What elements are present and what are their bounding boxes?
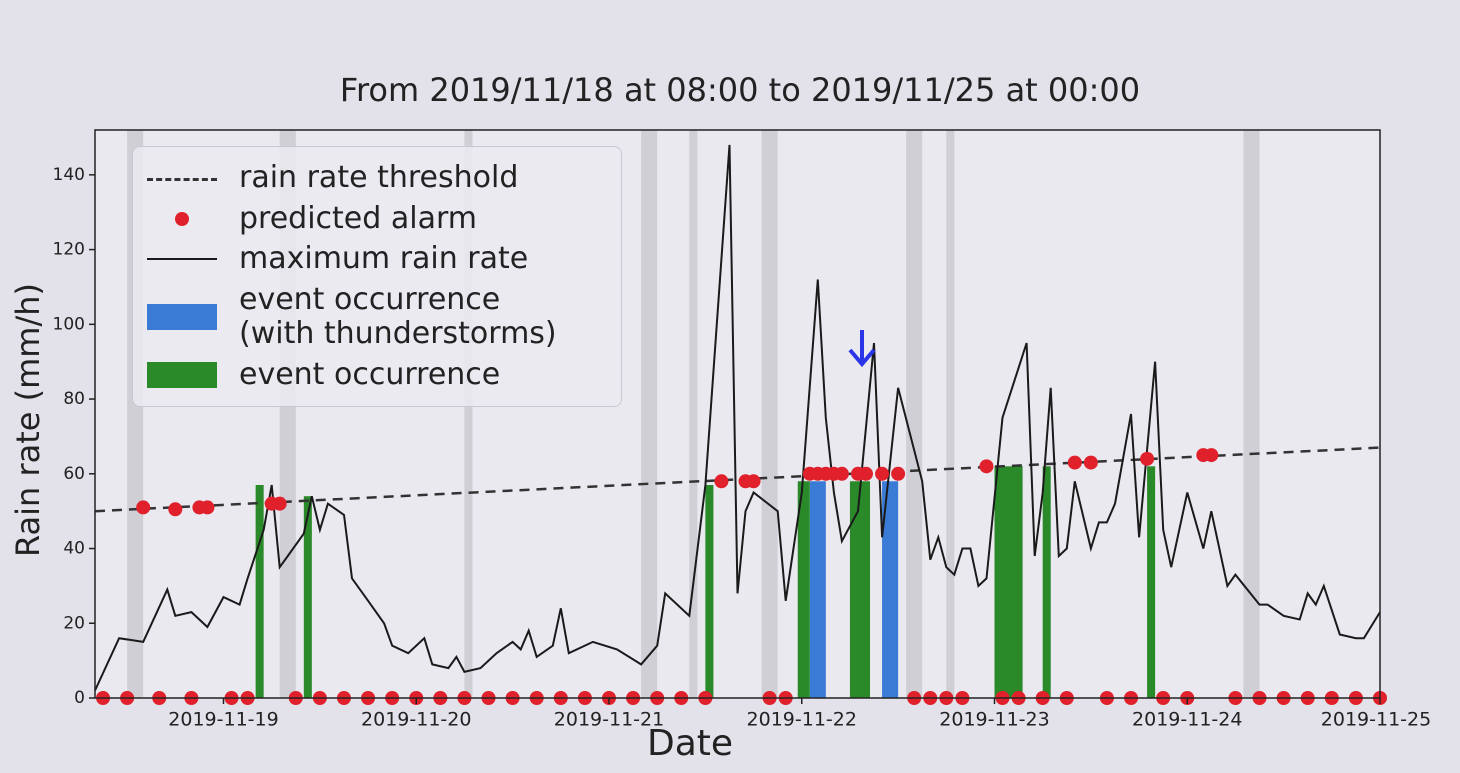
alarm-point <box>1067 455 1082 470</box>
alarm-point <box>272 496 287 511</box>
alarm-point <box>1140 451 1155 466</box>
event-bar <box>1042 466 1051 698</box>
event-bar <box>303 496 312 698</box>
legend-dot <box>175 211 189 226</box>
legend-swatch <box>147 204 217 234</box>
event-bar <box>1147 466 1156 698</box>
alarm-point <box>1083 455 1098 470</box>
alarm-point <box>714 474 729 489</box>
legend-label: event occurrence (with thunderstorms) <box>239 281 557 351</box>
alarm-point <box>979 459 994 474</box>
event-bar <box>849 481 871 698</box>
alarm-point <box>200 500 215 515</box>
legend-label: event occurrence <box>239 356 501 392</box>
alarm-point <box>891 466 906 481</box>
legend-entry: event occurrence <box>147 356 607 393</box>
shaded-band <box>1243 130 1260 698</box>
annotation-arrow <box>848 330 876 368</box>
legend: rain rate threshold predicted alarm maximu… <box>132 146 622 407</box>
threshold-line <box>94 446 1381 513</box>
chart-title: From 2019/11/18 at 08:00 to 2019/11/25 a… <box>340 71 1140 109</box>
y-axis-label: Rain rate (mm/h) <box>9 283 47 557</box>
x-tick-label: 2019-11-23 <box>939 709 1049 731</box>
x-tick-label: 2019-11-22 <box>747 709 857 731</box>
legend-swatch <box>147 361 217 388</box>
alarm-point <box>136 500 151 515</box>
legend-swatch <box>147 304 217 330</box>
alarm-point <box>859 466 873 481</box>
y-tick-label: 0 <box>74 688 85 708</box>
event-bar <box>809 481 826 698</box>
shaded-band <box>761 130 778 698</box>
shaded-band <box>641 130 658 698</box>
legend-entry: event occurrence (with thunderstorms) <box>147 281 607 352</box>
legend-label: maximum rain rate <box>239 241 529 276</box>
x-tick-label: 2019-11-21 <box>554 709 664 731</box>
alarm-point <box>746 474 761 489</box>
x-tick-label: 2019-11-20 <box>361 709 471 731</box>
y-tick-label: 120 <box>53 240 85 260</box>
legend-swatch <box>147 177 217 181</box>
legend-entry: rain rate threshold <box>147 160 607 196</box>
y-tick-label: 140 <box>53 165 85 185</box>
y-tick-label: 20 <box>63 613 85 633</box>
legend-entry: predicted alarm <box>147 200 607 237</box>
alarm-point <box>168 502 183 517</box>
y-tick-label: 40 <box>63 539 85 559</box>
shaded-band <box>946 130 955 698</box>
rain-line <box>94 144 1381 691</box>
y-tick-label: 100 <box>53 314 85 334</box>
y-tick-label: 60 <box>63 464 85 484</box>
shaded-band <box>689 130 698 698</box>
legend-entry: maximum rain rate <box>147 241 607 277</box>
y-tick-label: 80 <box>63 389 85 409</box>
event-bar <box>882 481 899 698</box>
event-bar <box>797 481 810 698</box>
x-tick-label: 2019-11-25 <box>1321 709 1431 731</box>
x-axis-label: Date <box>647 723 733 764</box>
event-bar <box>255 485 264 698</box>
alarm-point <box>1204 448 1219 463</box>
event-bar <box>705 485 714 698</box>
shaded-band <box>464 130 473 698</box>
shaded-band <box>906 130 923 698</box>
alarm-point <box>834 466 849 481</box>
x-tick-label: 2019-11-19 <box>168 709 278 731</box>
x-tick-label: 2019-11-24 <box>1132 709 1242 731</box>
legend-swatch <box>147 258 217 261</box>
alarm-point <box>875 466 890 481</box>
event-bar <box>994 466 1023 698</box>
legend-label: rain rate threshold <box>239 160 519 195</box>
legend-label: predicted alarm <box>239 200 477 236</box>
plot-frame <box>94 129 1381 699</box>
